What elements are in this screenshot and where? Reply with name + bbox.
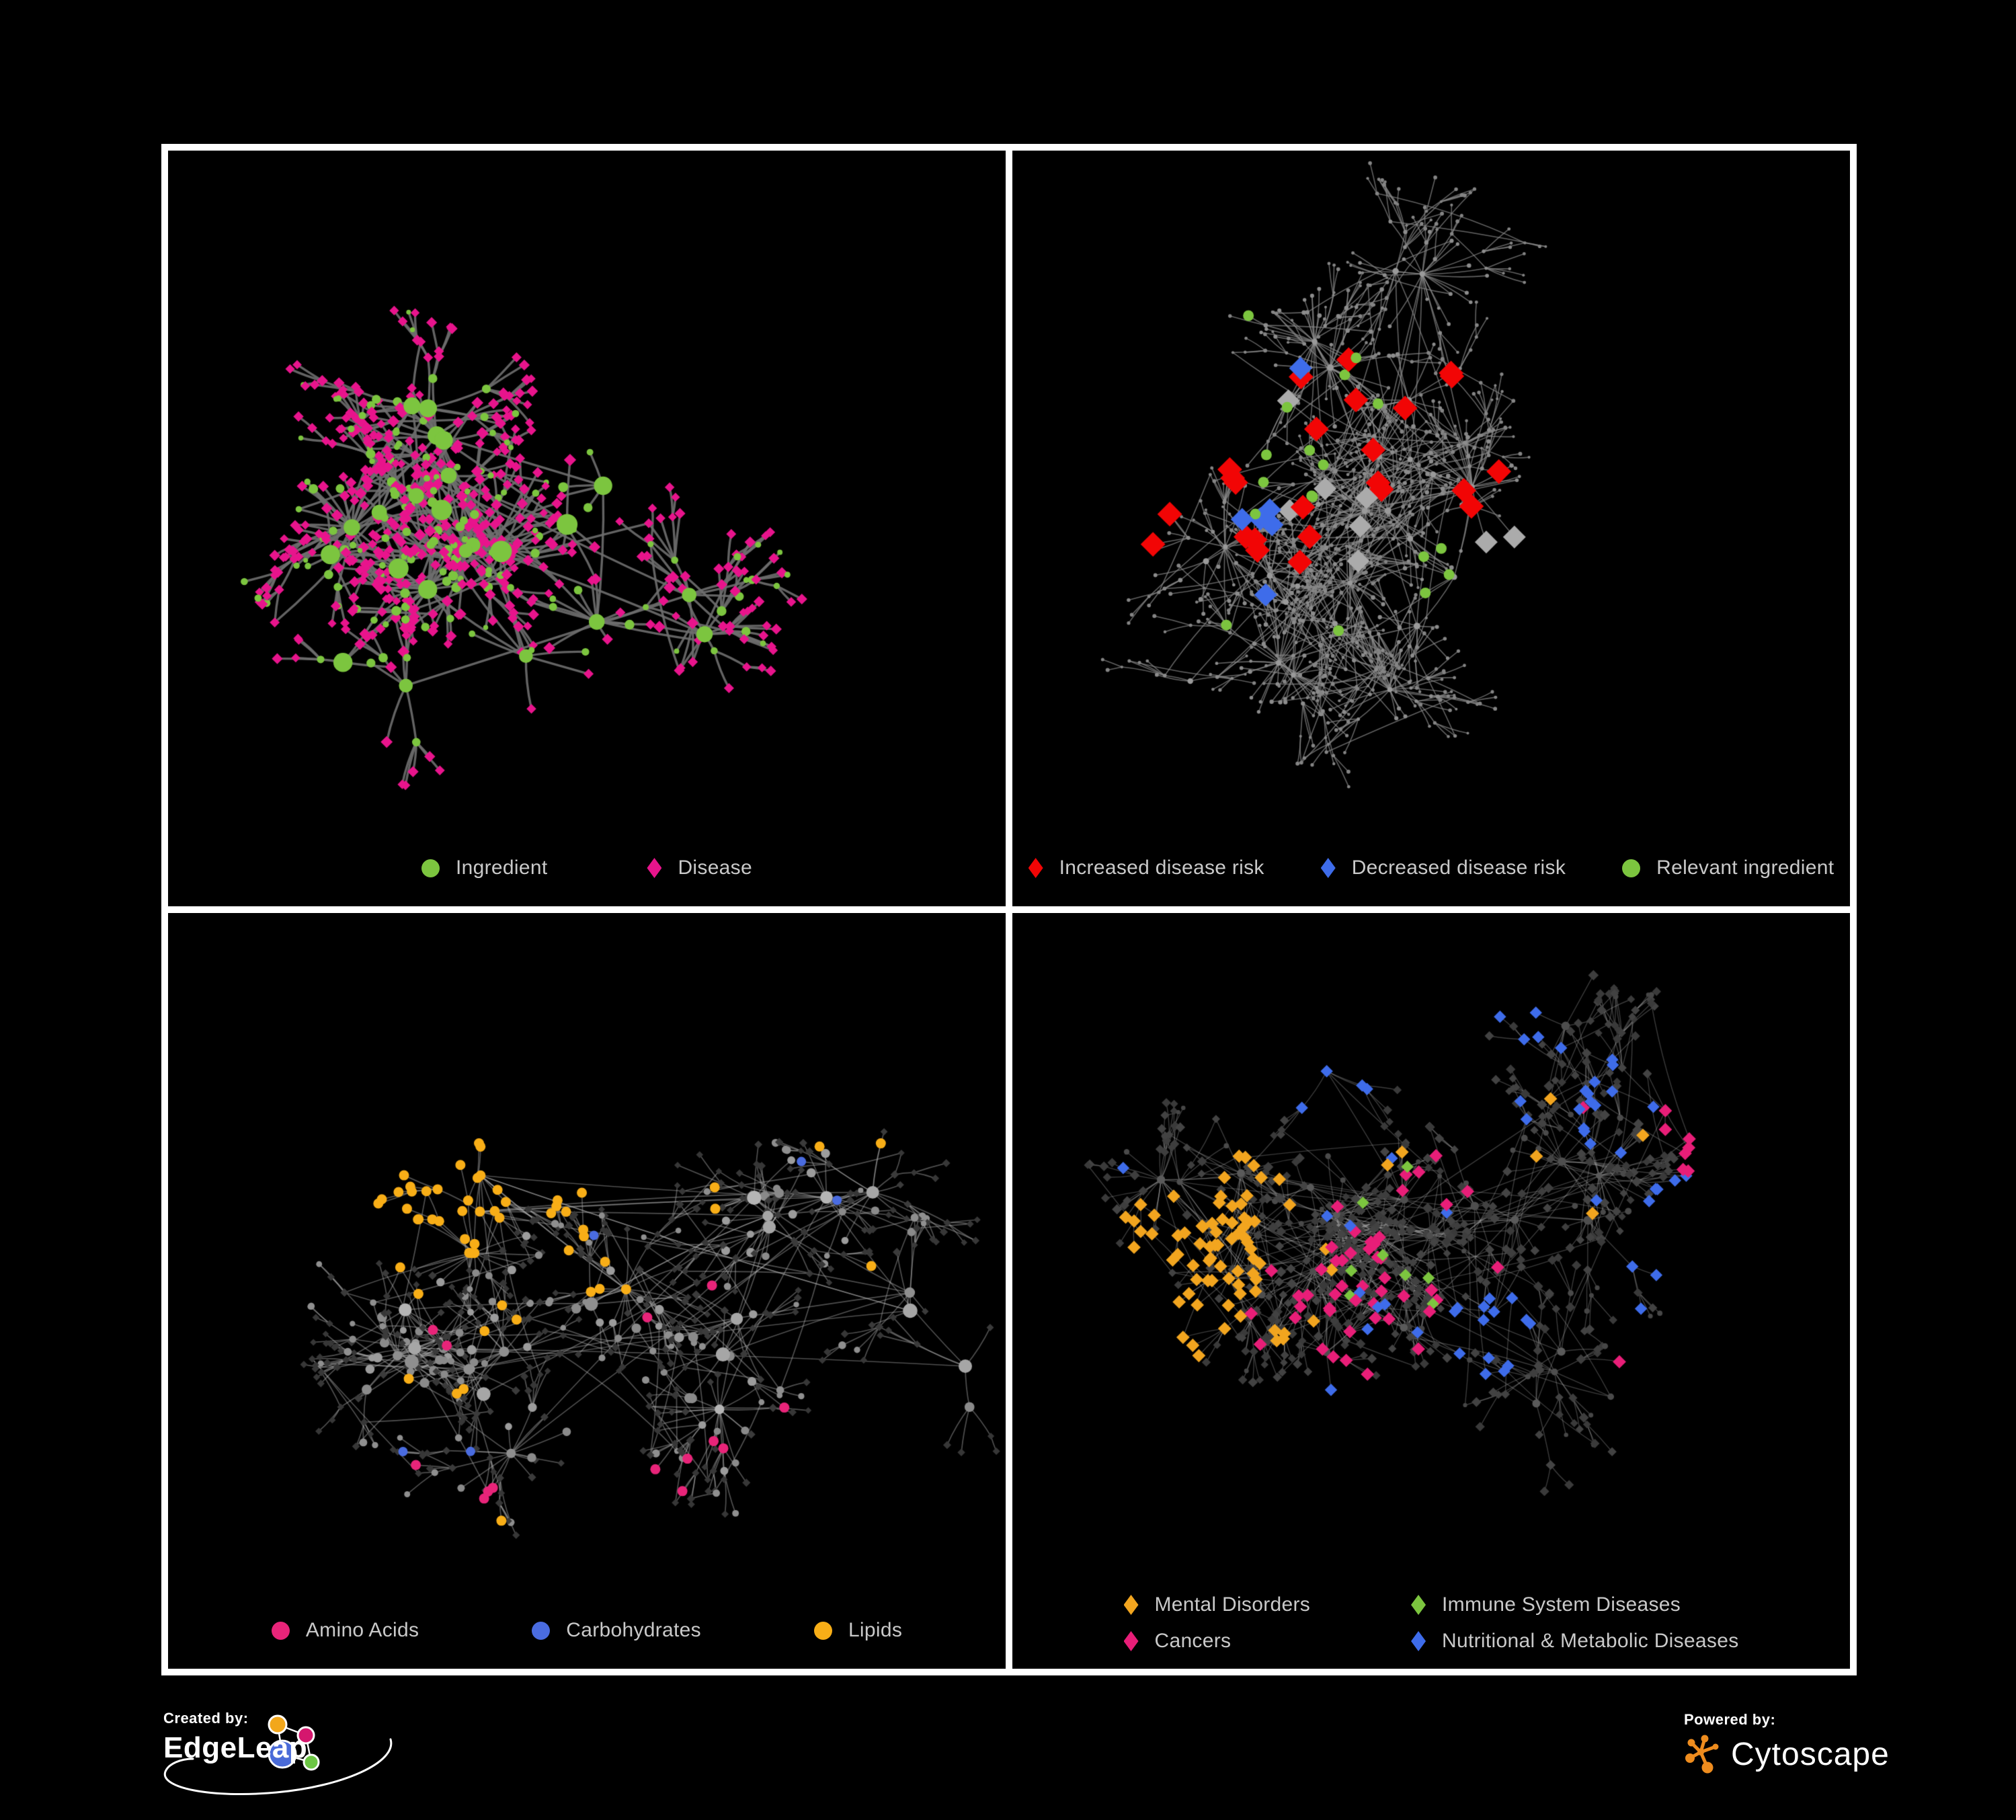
legend-label-carbohydrates: Carbohydrates (566, 1619, 701, 1641)
legend-label-relevant-ingredient: Relevant ingredient (1656, 857, 1834, 879)
legend-label-disease: Disease (678, 857, 752, 879)
immune-diseases-swatch-icon (1411, 1595, 1426, 1615)
relevant-ingredient-swatch-icon (1622, 859, 1641, 877)
legend-disease-risk: Increased disease risk Decreased disease… (1012, 857, 1850, 879)
legend-item-ingredient: Ingredient (421, 857, 547, 879)
panel-disease-risk: Increased disease risk Decreased disease… (1012, 151, 1850, 906)
disease-swatch-icon (647, 858, 662, 878)
mental-disorders-swatch-icon (1123, 1595, 1139, 1615)
cancers-swatch-icon (1123, 1631, 1139, 1651)
ingredient-swatch-icon (421, 859, 440, 877)
legend-label-mental-disorders: Mental Disorders (1154, 1593, 1311, 1616)
cytoscape-credit-block: Powered by: Cytoscape (1684, 1711, 1890, 1774)
legend-label-amino-acids: Amino Acids (305, 1619, 419, 1641)
legend-label-nutritional-metabolic: Nutritional & Metabolic Diseases (1442, 1630, 1739, 1652)
legend-item-increased-risk: Increased disease risk (1028, 857, 1264, 879)
network-panels-grid: Ingredient Disease Increased disease ris… (161, 144, 1857, 1675)
legend-label-immune-diseases: Immune System Diseases (1442, 1593, 1681, 1616)
legend-item-mental-disorders: Mental Disorders (1123, 1593, 1311, 1616)
panel-ingredient-disease: Ingredient Disease (168, 151, 1006, 906)
cytoscape-wordmark: Cytoscape (1731, 1736, 1890, 1772)
lipids-swatch-icon (813, 1621, 832, 1640)
legend-item-lipids: Lipids (813, 1619, 903, 1642)
panel-disease-categories: Mental Disorders Immune System Diseases … (1012, 913, 1850, 1669)
carbohydrates-swatch-icon (532, 1621, 551, 1640)
legend-item-relevant-ingredient: Relevant ingredient (1622, 857, 1834, 879)
legend-item-disease: Disease (647, 857, 752, 879)
legend-label-cancers: Cancers (1154, 1630, 1232, 1652)
edgeleap-wordmark: EdgeLeap (163, 1731, 308, 1764)
legend-label-increased-risk: Increased disease risk (1059, 857, 1264, 879)
created-by-label: Created by: (163, 1710, 249, 1727)
legend-ingredient-disease: Ingredient Disease (168, 857, 1006, 879)
edgeleap-swoosh-icon (163, 1738, 393, 1796)
legend-disease-categories: Mental Disorders Immune System Diseases … (1012, 1593, 1850, 1653)
network-canvas-disease-categories (1012, 913, 1850, 1669)
legend-item-decreased-risk: Decreased disease risk (1320, 857, 1566, 879)
nutritional-metabolic-swatch-icon (1411, 1631, 1426, 1651)
legend-nutrient-classes: Amino Acids Carbohydrates Lipids (168, 1619, 1006, 1642)
legend-label-decreased-risk: Decreased disease risk (1351, 857, 1566, 879)
legend-label-ingredient: Ingredient (456, 857, 548, 879)
legend-item-amino-acids: Amino Acids (271, 1619, 419, 1642)
network-canvas-ingredient-disease (168, 151, 1006, 906)
cytoscape-logo-icon (1685, 1735, 1719, 1774)
increased-risk-swatch-icon (1028, 858, 1043, 878)
legend-item-carbohydrates: Carbohydrates (532, 1619, 701, 1642)
legend-item-cancers: Cancers (1123, 1630, 1311, 1653)
network-canvas-nutrient-classes (168, 913, 1006, 1669)
legend-item-immune-diseases: Immune System Diseases (1411, 1593, 1738, 1616)
legend-item-nutritional-metabolic: Nutritional & Metabolic Diseases (1411, 1630, 1738, 1653)
edgeleap-credit-block: Created by: EdgeLeap (163, 1710, 405, 1804)
network-canvas-disease-risk (1012, 151, 1850, 906)
powered-by-label: Powered by: (1684, 1711, 1776, 1728)
decreased-risk-swatch-icon (1320, 858, 1336, 878)
edgeleap-network-logo-icon (268, 1714, 320, 1771)
panel-nutrient-classes: Amino Acids Carbohydrates Lipids (168, 913, 1006, 1669)
legend-label-lipids: Lipids (848, 1619, 903, 1641)
amino-acids-swatch-icon (271, 1621, 290, 1640)
